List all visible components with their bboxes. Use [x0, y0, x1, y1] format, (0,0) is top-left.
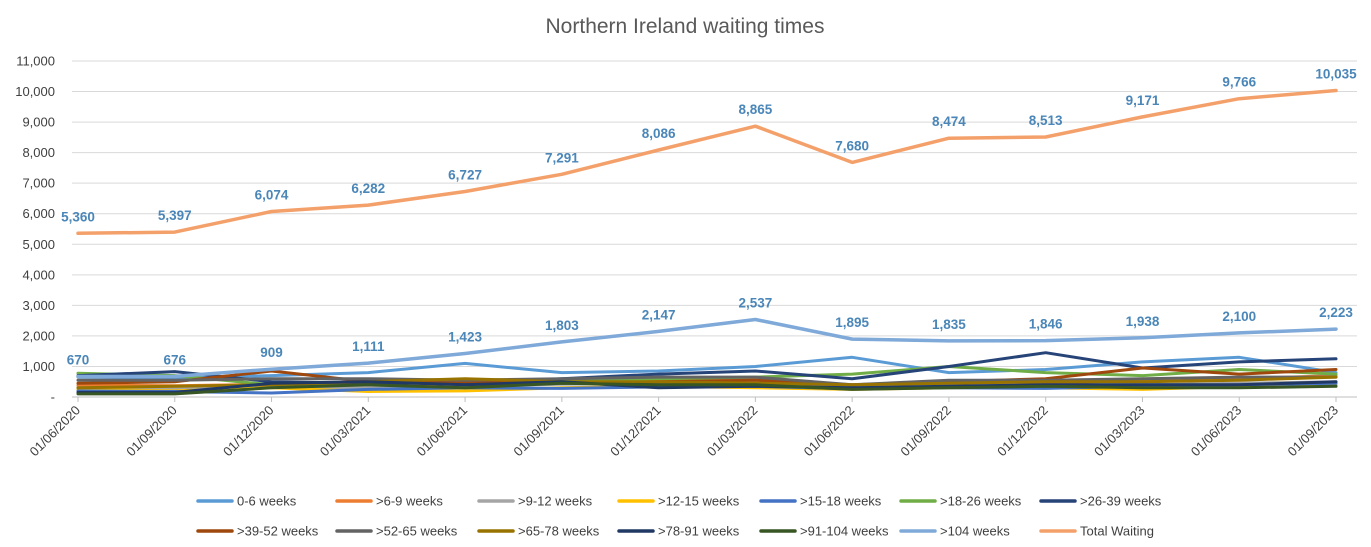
data-labels: 670 676 909 1,111 1,423 1,803 2,147 2,537 1,895 1…	[61, 66, 1357, 367]
legend-label: >18-26 weeks	[940, 494, 1022, 509]
x-tick-label: 01/09/2022	[897, 403, 954, 460]
data-label: 1,835	[932, 317, 966, 332]
data-label: 1,938	[1126, 314, 1160, 329]
y-tick-label: 10,000	[15, 84, 55, 99]
series-line-78-91-weeks	[76, 380, 1338, 394]
series-line-104-weeks	[76, 317, 1338, 379]
x-tick-label: 01/06/2022	[801, 403, 858, 460]
legend-item: >91-104 weeks	[759, 524, 889, 539]
legend-label: >12-15 weeks	[658, 494, 740, 509]
x-tick-label: 01/06/2021	[414, 403, 471, 460]
legend-item: >6-9 weeks	[335, 494, 443, 509]
series-line-total-waiting	[76, 88, 1338, 236]
data-label: 5,397	[158, 208, 192, 223]
series-lines	[76, 88, 1338, 396]
x-tick-label: 01/03/2021	[317, 403, 374, 460]
data-label: 1,895	[835, 315, 869, 330]
y-tick-label: 2,000	[22, 328, 55, 343]
data-label: 2,100	[1222, 309, 1256, 324]
series-line-39-52-weeks	[76, 366, 1338, 387]
data-label: 2,223	[1319, 305, 1353, 320]
legend-label: >39-52 weeks	[237, 524, 319, 539]
legend-item: >18-26 weeks	[899, 494, 1022, 509]
legend-label: >9-12 weeks	[518, 494, 593, 509]
data-label: 8,865	[738, 102, 772, 117]
legend-item: 0-6 weeks	[196, 494, 297, 509]
data-label: 10,035	[1315, 66, 1357, 81]
y-tick-label: 3,000	[22, 298, 55, 313]
data-label: 8,086	[642, 126, 676, 141]
legend-label: >52-65 weeks	[376, 524, 458, 539]
legend-item: >78-91 weeks	[617, 524, 740, 539]
y-axis: - 1,000 2,000 3,000 4,000 5,000 6,000 7,000 8,00…	[15, 54, 55, 405]
y-tick-label: 1,000	[22, 359, 55, 374]
y-tick-label: 5,000	[22, 237, 55, 252]
series-line-91-104-weeks	[76, 381, 1338, 396]
legend-item: >104 weeks	[899, 524, 1010, 539]
data-label: 909	[260, 345, 283, 360]
x-tick-label: 01/09/2023	[1284, 403, 1341, 460]
legend-item: >26-39 weeks	[1039, 494, 1162, 509]
x-tick-label: 01/12/2022	[994, 403, 1051, 460]
legend-item: >39-52 weeks	[196, 524, 319, 539]
legend-label: >65-78 weeks	[518, 524, 600, 539]
data-label: 5,360	[61, 209, 95, 224]
data-label: 1,423	[448, 330, 482, 345]
x-tick-label: 01/12/2021	[607, 403, 664, 460]
x-tick-label: 01/03/2023	[1091, 403, 1148, 460]
data-label: 1,111	[352, 339, 385, 354]
data-label: 1,846	[1029, 317, 1063, 332]
legend-label: 0-6 weeks	[237, 494, 297, 509]
legend-item: Total Waiting	[1039, 524, 1154, 539]
x-tick-label: 01/03/2022	[704, 403, 761, 460]
data-label: 9,766	[1222, 75, 1256, 90]
legend-label: >6-9 weeks	[376, 494, 443, 509]
data-label: 8,513	[1029, 113, 1063, 128]
data-label: 2,147	[642, 307, 676, 322]
y-tick-label: 7,000	[22, 176, 55, 191]
data-label: 6,282	[351, 181, 385, 196]
legend-item: >65-78 weeks	[477, 524, 600, 539]
series-line-0-6-weeks	[76, 355, 1338, 380]
legend: 0-6 weeks >6-9 weeks >9-12 weeks >12-15 wee…	[196, 494, 1162, 539]
data-label: 8,474	[932, 114, 966, 129]
y-tick-label: 8,000	[22, 145, 55, 160]
data-label: 6,074	[255, 187, 289, 202]
x-tick-label: 01/06/2020	[26, 403, 83, 460]
legend-label: Total Waiting	[1080, 524, 1154, 539]
data-label: 6,727	[448, 168, 482, 183]
x-tick-label: 01/12/2020	[220, 403, 277, 460]
y-tick-label: 6,000	[22, 206, 55, 221]
legend-item: >52-65 weeks	[335, 524, 458, 539]
legend-label: >26-39 weeks	[1080, 494, 1162, 509]
x-tick-label: 01/09/2020	[123, 403, 180, 460]
data-label: 676	[164, 352, 187, 367]
legend-item: >9-12 weeks	[477, 494, 593, 509]
chart-title: Northern Ireland waiting times	[546, 15, 825, 38]
y-tick-label: -	[51, 390, 55, 405]
x-tick-label: 01/06/2023	[1188, 403, 1245, 460]
legend-label: >91-104 weeks	[800, 524, 889, 539]
x-tick-label: 01/09/2021	[510, 403, 567, 460]
legend-item: >15-18 weeks	[759, 494, 882, 509]
data-label: 670	[67, 353, 90, 368]
series-line-52-65-weeks	[76, 375, 1338, 387]
data-label: 2,537	[738, 296, 772, 311]
data-label: 7,291	[545, 150, 579, 165]
data-label: 7,680	[835, 138, 869, 153]
legend-label: >78-91 weeks	[658, 524, 740, 539]
data-label: 1,803	[545, 318, 579, 333]
gridlines	[72, 60, 1357, 367]
data-label: 9,171	[1126, 93, 1160, 108]
y-tick-label: 4,000	[22, 267, 55, 282]
legend-label: >104 weeks	[940, 524, 1010, 539]
legend-label: >15-18 weeks	[800, 494, 882, 509]
legend-item: >12-15 weeks	[617, 494, 740, 509]
x-axis: 01/06/2020 01/09/2020 01/12/2020 01/03/2021…	[26, 396, 1357, 460]
y-tick-label: 11,000	[16, 54, 55, 69]
y-tick-label: 9,000	[22, 115, 55, 130]
